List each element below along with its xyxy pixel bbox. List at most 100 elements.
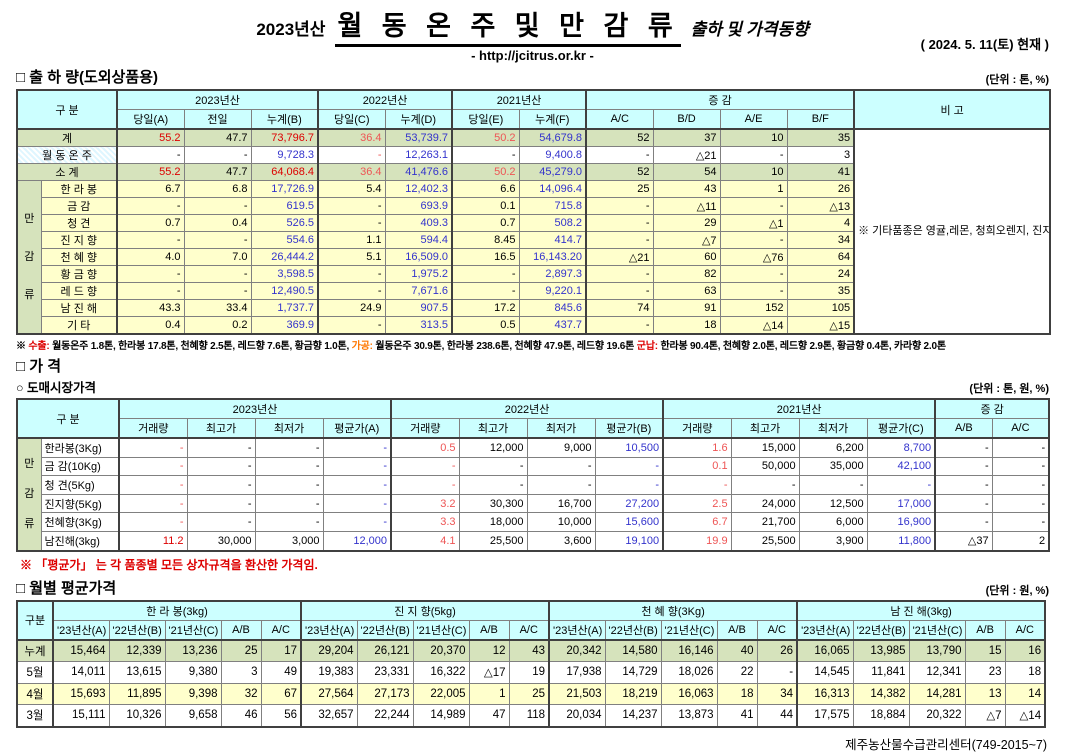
shipment-value-cell: 10 [719,163,788,181]
price-value-cell: - [118,456,188,477]
price-year-2021-header: 2021년산 [662,398,936,419]
shipment-value-cell: △11 [652,197,721,215]
monthly-unit-label: (단위 : 원, %) [985,584,1049,597]
price-value-cell: - [322,475,392,495]
monthly-col-header: '22년산(B) [108,619,166,641]
price-value-cell: 30,000 [186,530,256,552]
shipment-row-label: 황 금 향 [40,265,118,283]
price-value-cell: 11.2 [118,530,188,552]
shipment-value-cell: 24.9 [317,299,386,317]
shipment-value-cell: 29 [652,214,721,232]
price-value-cell: - [798,475,868,495]
monthly-value-cell: 13,236 [164,638,222,663]
monthly-value-cell: △7 [964,704,1006,728]
shipment-value-cell: 52 [585,128,654,147]
price-value-cell: - [594,456,664,477]
monthly-value-cell: 3 [220,661,262,684]
shipment-row-label: 월 동 온 주 [16,146,118,164]
shipment-value-cell: 25 [585,180,654,198]
price-value-cell: 3,600 [526,530,596,552]
monthly-value-cell: 15,111 [52,704,110,728]
shipment-value-cell: 2,897.3 [518,265,587,283]
monthly-value-cell: 26 [756,638,798,663]
price-value-cell: - [458,456,528,477]
shipment-value-cell: 508.2 [518,214,587,232]
shipment-value-cell: - [585,231,654,249]
shipment-value-cell: △21 [585,248,654,266]
monthly-value-cell: 14,580 [604,638,662,663]
shipment-value-cell: 10 [719,128,788,147]
shipment-value-cell: 37 [652,128,721,147]
monthly-value-cell: 25 [508,682,550,706]
monthly-value-cell: 23 [964,661,1006,684]
shipment-value-cell: 50.2 [451,128,520,147]
monthly-col-header: A/C [756,619,798,641]
monthly-col-header: '23년산(A) [52,619,110,641]
shipment-value-cell: 53,739.7 [384,128,453,147]
shipment-value-cell: 0.5 [451,316,520,335]
price-col-header: 최고가 [730,418,800,439]
monthly-value-cell: 14 [1004,682,1046,706]
price-value-cell: 3,000 [254,530,324,552]
monthly-value-cell: 16,313 [796,682,854,706]
shipment-value-cell: 594.4 [384,231,453,249]
shipment-value-cell: - [116,146,185,164]
price-year-2022-header: 2022년산 [390,398,664,419]
shipment-col-header: 당일(A) [116,109,185,130]
monthly-col-header: '21년산(C) [660,619,718,641]
price-row: 진지향(5Kg) - - - -3.2 30,300 16,700 27,200 2.5 24,0… [17,493,1050,514]
shipment-value-cell: 0.2 [183,316,252,335]
shipment-value-cell: 16.5 [451,248,520,266]
price-value-cell: - [991,475,1050,495]
monthly-value-cell: 17,575 [796,704,854,728]
shipment-footnote-segment: 월동온주 1.8톤, 한라봉 17.8톤, 천혜향 2.5톤, 레드향 7.6톤… [49,341,352,352]
shipment-value-cell: 0.4 [183,214,252,232]
shipment-value-cell: 152 [719,299,788,317]
monthly-value-cell: 17 [260,638,302,663]
price-value-cell: - [526,475,596,495]
monthly-col-header: A/B [964,619,1006,641]
title-year: 2023년산 [256,20,326,39]
monthly-value-cell: 23,331 [356,661,414,684]
price-value-cell: 3,900 [798,530,868,552]
shipment-value-cell: - [317,146,386,164]
price-section-header: □ 가 격 ○ 도매시장가격 (단위 : 톤, 원, %) [16,355,1049,396]
shipment-value-cell: 414.7 [518,231,587,249]
price-value-cell: 11,800 [866,530,936,552]
price-value-cell: - [934,512,993,532]
shipment-row: 천 혜 향 4.0 7.0 26,444.2 5.1 16,509.0 16.5 16,143… [17,248,1050,266]
price-value-cell: - [390,456,460,477]
price-value-cell: - [594,475,664,495]
shipment-value-cell: 55.2 [116,128,185,147]
price-col-header: 평균가(B) [594,418,664,439]
price-value-cell: - [322,436,392,458]
shipment-change-header: 증 감 [585,89,855,110]
shipment-value-cell: 1,975.2 [384,265,453,283]
monthly-value-cell: 19,383 [300,661,358,684]
price-value-cell: - [254,493,324,514]
title-block: 2023년산 월 동 온 주 및 만 감 류 출하 및 가격동향 - http:… [16,4,1049,63]
monthly-value-cell: 14,281 [908,682,966,706]
site-url-link[interactable]: - http://jcitrus.or.kr - [471,48,594,63]
shipment-row-label: 계 [16,128,118,147]
price-col-header: 최저가 [798,418,868,439]
shipment-value-cell: 24 [786,265,855,283]
shipment-value-cell: 12,402.3 [384,180,453,198]
monthly-row: 3월 15,111 10,326 9,658 46 56 32,657 22,244 14,98… [16,704,1046,728]
monthly-value-cell: 9,398 [164,682,222,706]
monthly-value-cell: 14,545 [796,661,854,684]
monthly-value-cell: 18,026 [660,661,718,684]
price-value-cell: 3.2 [390,493,460,514]
monthly-value-cell: 16,065 [796,638,854,663]
price-value-cell: 27,200 [594,493,664,514]
monthly-value-cell: 9,380 [164,661,222,684]
shipment-col-header: 당일(E) [451,109,520,130]
shipment-value-cell: 64,068.4 [250,163,319,181]
shipment-value-cell: 73,796.7 [250,128,319,147]
shipment-value-cell: - [183,146,252,164]
shipment-value-cell: - [317,282,386,300]
shipment-value-cell: - [719,197,788,215]
price-col-header: 거래량 [390,418,460,439]
